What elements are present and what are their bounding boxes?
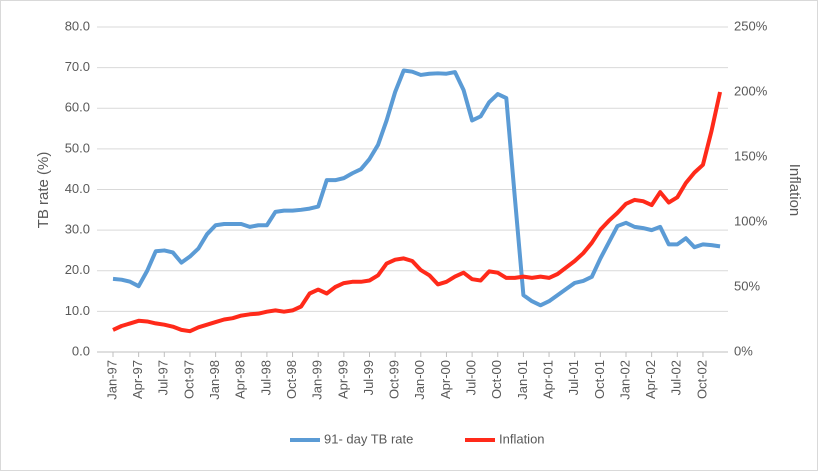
y-tick-label: 0.0	[72, 343, 90, 358]
x-tick-label: Jul-98	[258, 360, 273, 395]
y2-tick-label: 50%	[734, 278, 760, 293]
y2-tick-label: 200%	[734, 83, 768, 98]
y2-tick-label: 150%	[734, 148, 768, 163]
x-tick-label: Oct-98	[284, 360, 299, 399]
x-tick-label: Oct-02	[694, 360, 709, 399]
x-tick-label: Apr-99	[335, 360, 350, 399]
y-tick-label: 30.0	[65, 222, 90, 237]
x-tick-label: Oct-01	[592, 360, 607, 399]
y2-tick-label: 100%	[734, 213, 768, 228]
x-tick-label: Jul-97	[156, 360, 171, 395]
legend-label: Inflation	[499, 431, 545, 446]
y-tick-label: 70.0	[65, 59, 90, 74]
y2-axis-title: Inflation	[786, 164, 803, 217]
x-tick-label: Apr-02	[643, 360, 658, 399]
y-tick-label: 20.0	[65, 262, 90, 277]
y-axis-title: TB rate (%)	[35, 152, 52, 229]
y-tick-label: 40.0	[65, 181, 90, 196]
y-tick-label: 60.0	[65, 100, 90, 115]
legend-label: 91- day TB rate	[324, 431, 413, 446]
x-tick-label: Apr-98	[233, 360, 248, 399]
x-tick-label: Oct-99	[387, 360, 402, 399]
x-tick-label: Oct-97	[181, 360, 196, 399]
y-tick-label: 80.0	[65, 18, 90, 33]
y2-tick-label: 250%	[734, 18, 768, 33]
x-tick-label: Jan-00	[412, 360, 427, 400]
x-tick-label: Jan-98	[207, 360, 222, 400]
y-tick-label: 10.0	[65, 303, 90, 318]
x-tick-label: Apr-00	[438, 360, 453, 399]
x-tick-label: Oct-00	[489, 360, 504, 399]
y-tick-label: 50.0	[65, 140, 90, 155]
series-line	[112, 68, 721, 308]
x-tick-label: Jul-02	[669, 360, 684, 395]
x-tick-label: Apr-01	[540, 360, 555, 399]
series-line	[112, 91, 723, 334]
x-tick-label: Jul-00	[464, 360, 479, 395]
x-tick-label: Jan-99	[310, 360, 325, 400]
x-tick-label: Jul-01	[566, 360, 581, 395]
x-tick-label: Jul-99	[361, 360, 376, 395]
x-tick-label: Jan-01	[515, 360, 530, 400]
x-tick-label: Apr-97	[130, 360, 145, 399]
x-tick-label: Jan-97	[104, 360, 119, 400]
x-tick-label: Jan-02	[617, 360, 632, 400]
y2-tick-label: 0%	[734, 343, 753, 358]
